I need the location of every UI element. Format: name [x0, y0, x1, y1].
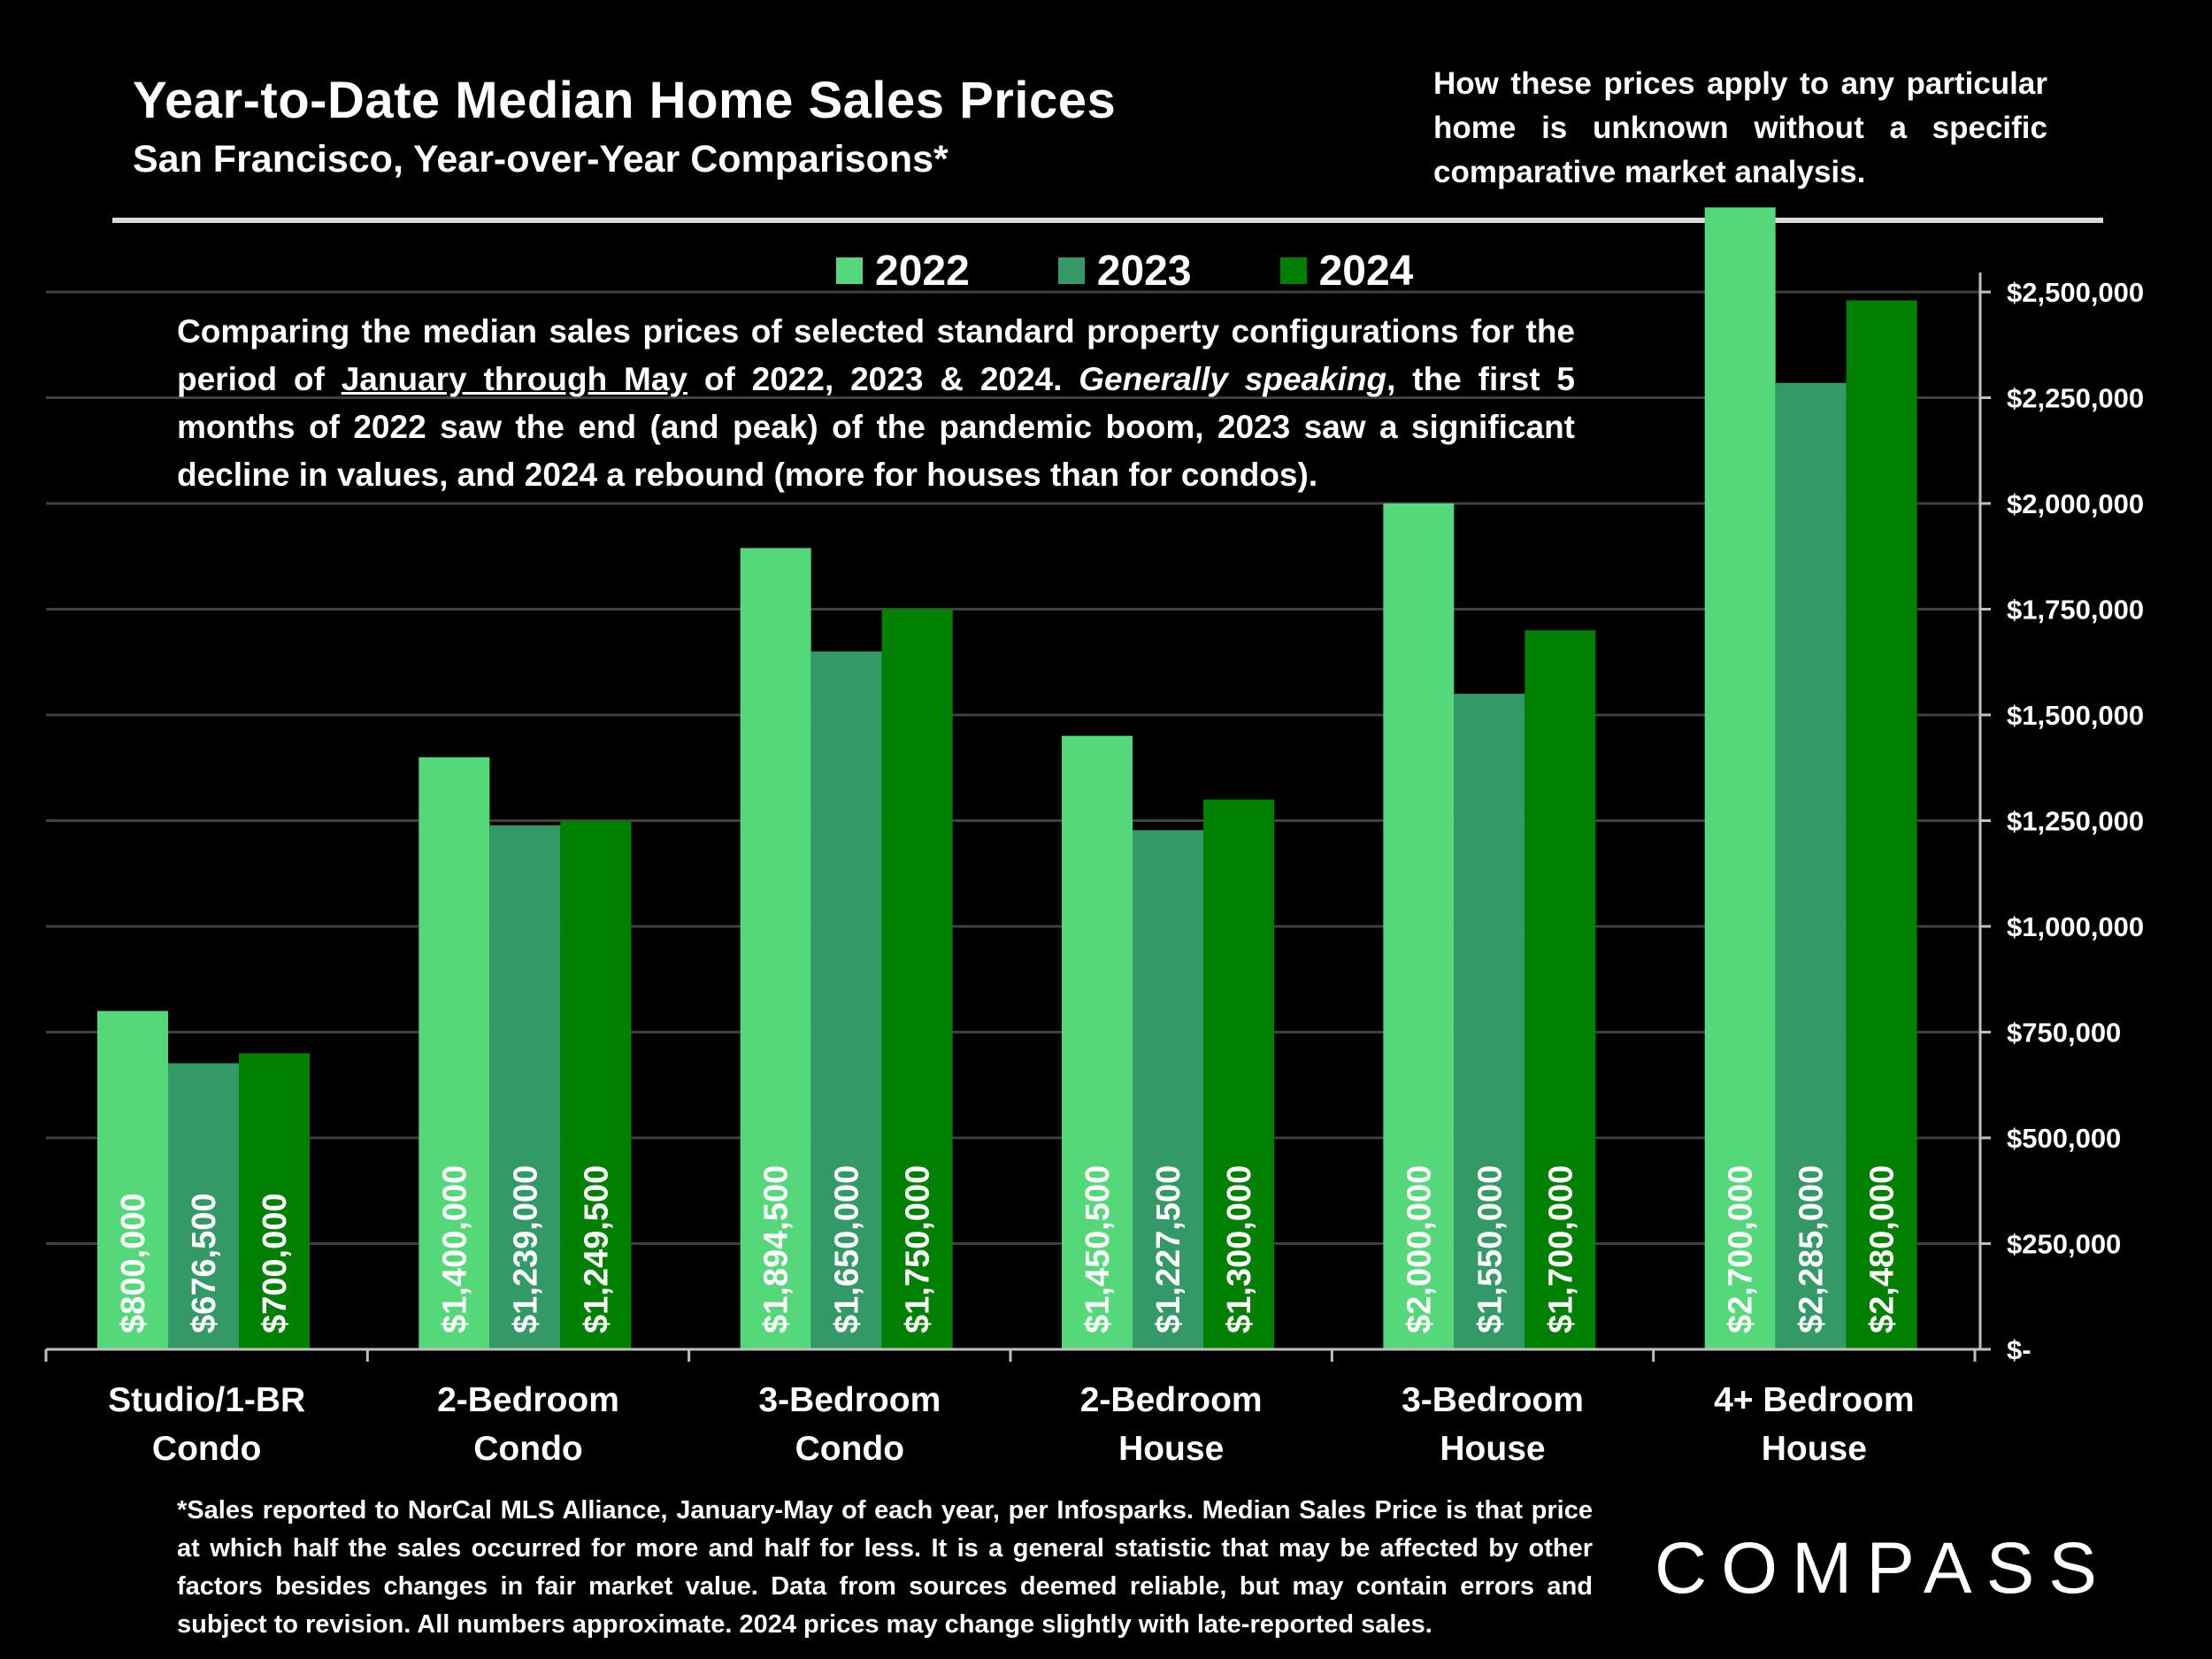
- y-tick-label: $2,000,000: [2007, 488, 2144, 519]
- legend-item-2022: 2022: [836, 247, 970, 296]
- legend-swatch: [1057, 257, 1085, 284]
- bar-2024: [881, 609, 953, 1349]
- y-tick-label: $750,000: [2007, 1018, 2121, 1048]
- bar-2024: [1525, 630, 1596, 1349]
- bar-value-label: $1,239,000: [507, 1165, 544, 1333]
- category-label: 4+ Bedroom: [1714, 1381, 1914, 1419]
- bar-value-label: $1,249,500: [578, 1165, 615, 1333]
- bar-value-label: $1,550,000: [1471, 1165, 1509, 1333]
- bar-2022: [97, 1010, 168, 1349]
- bar-value-label: $1,300,000: [1221, 1165, 1258, 1333]
- chart-title: Year-to-Date Median Home Sales Prices: [133, 72, 1117, 129]
- commentary-text: Comparing the median sales prices of sel…: [177, 308, 1575, 499]
- category-label: House: [1440, 1430, 1545, 1468]
- bars: [97, 207, 1917, 1349]
- category-label: 2-Bedroom: [1080, 1381, 1263, 1419]
- bar-value-label: $676,500: [186, 1194, 223, 1334]
- legend-item-2024: 2024: [1279, 247, 1414, 296]
- category-label: 2-Bedroom: [437, 1381, 619, 1419]
- legend-label: 2022: [875, 247, 970, 295]
- chart-subtitle: San Francisco, Year-over-Year Comparison…: [133, 138, 949, 180]
- bar-value-label: $1,894,500: [758, 1165, 795, 1333]
- category-label: Studio/1-BR: [108, 1381, 305, 1419]
- category-label: 3-Bedroom: [758, 1381, 941, 1419]
- category-label: 3-Bedroom: [1402, 1381, 1584, 1419]
- footnote: *Sales reported to NorCal MLS Alliance, …: [177, 1496, 1593, 1639]
- disclaimer-text: How these prices apply to any particular…: [1433, 66, 2047, 189]
- commentary-part2: of 2022, 2023 & 2024.: [687, 361, 1079, 397]
- bar-value-label: $1,227,500: [1150, 1165, 1187, 1333]
- commentary-period: January through May: [341, 361, 688, 397]
- bar-2024: [560, 820, 632, 1349]
- bar-2022: [1704, 207, 1776, 1349]
- bar-value-label: $2,700,000: [1723, 1165, 1760, 1333]
- bar-2022: [740, 548, 811, 1349]
- legend-label: 2024: [1318, 247, 1414, 295]
- bar-value-label: $800,000: [115, 1194, 152, 1334]
- commentary-part3: , the first 5 months of 2022 saw the end…: [177, 361, 1575, 493]
- bar-2023: [1133, 830, 1203, 1349]
- data-labels: $800,000 $676,500 $700,000 $1,400,000 $1,239…: [115, 1165, 1901, 1333]
- compass-logo: COMPASS: [1655, 1528, 2111, 1609]
- bar-value-label: $2,000,000: [1401, 1165, 1438, 1333]
- y-tick-label: $1,750,000: [2007, 595, 2144, 626]
- bar-2022: [419, 757, 490, 1349]
- bar-value-label: $1,450,500: [1079, 1165, 1117, 1333]
- bar-2024: [1203, 799, 1274, 1349]
- y-tick-label: $-: [2007, 1334, 2032, 1365]
- y-tick-label: $2,500,000: [2007, 277, 2144, 308]
- legend: 2022 2023 2024: [836, 246, 1502, 296]
- y-tick-label: $1,250,000: [2007, 806, 2144, 837]
- bar-2023: [489, 825, 561, 1349]
- category-label: House: [1762, 1430, 1867, 1468]
- legend-label: 2023: [1096, 247, 1192, 295]
- bar-2024: [239, 1053, 310, 1349]
- y-tick-label: $250,000: [2007, 1229, 2121, 1260]
- axes: $- $250,000 $500,000 $750,000 $1,000,000 $1,2…: [44, 273, 2144, 1468]
- y-tick-label: $500,000: [2007, 1123, 2121, 1154]
- y-tick-label: $1,000,000: [2007, 911, 2144, 942]
- bar-value-label: $700,000: [257, 1194, 294, 1334]
- bar-value-label: $1,700,000: [1542, 1165, 1579, 1333]
- bar-2023: [1454, 694, 1525, 1349]
- category-label: Condo: [795, 1430, 904, 1468]
- bar-2022: [1383, 503, 1455, 1349]
- bar-2022: [1062, 735, 1133, 1349]
- bar-value-label: $1,750,000: [900, 1165, 937, 1333]
- bar-2024: [1846, 300, 1917, 1349]
- legend-item-2023: 2023: [1057, 247, 1192, 296]
- commentary-emphasis: Generally speaking: [1079, 361, 1387, 397]
- gridlines: [46, 290, 1980, 1245]
- bar-value-label: $1,400,000: [436, 1165, 473, 1333]
- bar-2023: [168, 1063, 239, 1349]
- legend-swatch: [1279, 257, 1307, 284]
- bar-2023: [1775, 382, 1847, 1349]
- category-label: Condo: [152, 1430, 261, 1468]
- bar-value-label: $2,480,000: [1864, 1165, 1901, 1333]
- legend-swatch: [836, 257, 863, 284]
- commentary-part1: Comparing the median sales prices of sel…: [177, 313, 1575, 397]
- category-label: House: [1118, 1430, 1224, 1468]
- bar-value-label: $1,650,000: [829, 1165, 866, 1333]
- title-divider: [112, 218, 2103, 223]
- y-tick-label: $1,500,000: [2007, 700, 2144, 731]
- category-label: Condo: [473, 1430, 582, 1468]
- y-tick-label: $2,250,000: [2007, 383, 2144, 414]
- bar-2023: [810, 651, 882, 1349]
- bar-value-label: $2,285,000: [1793, 1165, 1831, 1333]
